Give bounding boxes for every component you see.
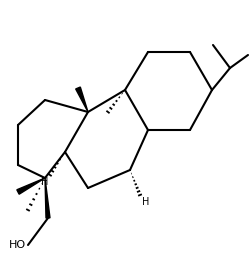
Polygon shape — [17, 178, 45, 194]
Polygon shape — [45, 178, 50, 218]
Text: HO: HO — [9, 240, 26, 250]
Text: H: H — [40, 177, 48, 187]
Polygon shape — [76, 87, 88, 112]
Text: H: H — [142, 197, 150, 207]
